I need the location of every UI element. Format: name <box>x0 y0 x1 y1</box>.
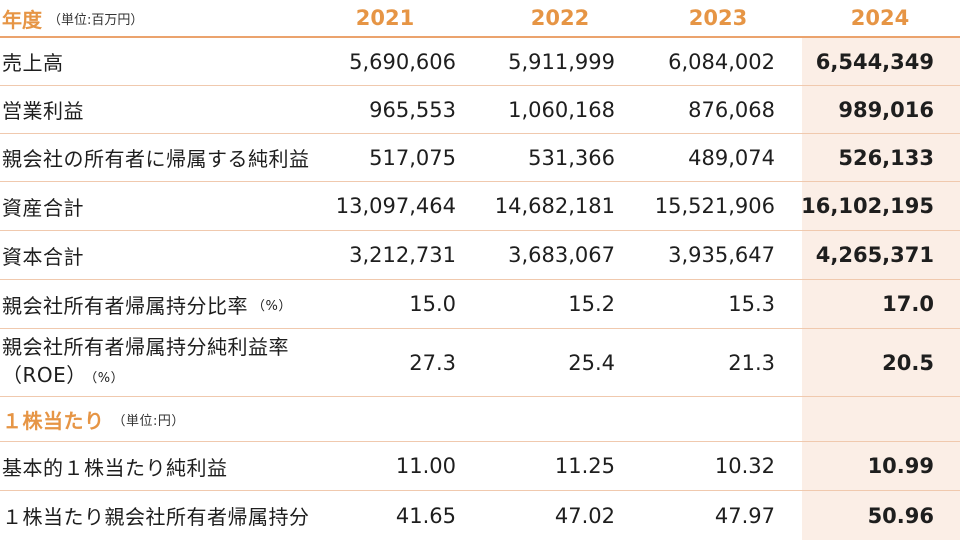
cell-2021: 517,075 <box>369 145 456 170</box>
cell-2023: 6,084,002 <box>668 49 775 74</box>
row-label: 資本合計 <box>2 244 84 269</box>
cell-2024: 4,265,371 <box>815 243 934 267</box>
cell-2023: 489,074 <box>688 145 775 170</box>
table-row: 親会社所有者帰属持分比率 （%） 15.0 15.2 15.3 17.0 <box>0 280 960 329</box>
row-label: 基本的１株当たり純利益 <box>2 455 228 480</box>
row-label: 資産合計 <box>2 195 84 220</box>
row-label-line2: （ROE） <box>2 362 87 387</box>
section-header: １株当たり （単位:円） <box>0 397 960 442</box>
cell-2022: 25.4 <box>568 350 615 375</box>
cell-2023: 3,935,647 <box>668 243 775 267</box>
latest-year-highlight <box>802 38 960 540</box>
cell-2024: 17.0 <box>882 292 934 316</box>
cell-2024: 526,133 <box>838 145 934 170</box>
cell-2021: 3,212,731 <box>349 243 456 267</box>
table-row: 資本合計 3,212,731 3,683,067 3,935,647 4,265… <box>0 231 960 280</box>
table-row: 資産合計 13,097,464 14,682,181 15,521,906 16… <box>0 182 960 231</box>
header-year-2024: 2024 <box>850 6 910 30</box>
cell-2023: 47.97 <box>714 503 775 528</box>
cell-2021: 965,553 <box>369 97 456 122</box>
header-year-2023: 2023 <box>688 6 748 30</box>
header-year-2022: 2022 <box>530 6 590 30</box>
cell-2022: 47.02 <box>554 503 615 528</box>
cell-2022: 11.25 <box>554 454 615 478</box>
cell-2024: 10.99 <box>867 454 934 478</box>
header-year-2021: 2021 <box>355 6 415 30</box>
row-label: 親会社の所有者に帰属する純利益 <box>2 147 310 171</box>
cell-2021: 13,097,464 <box>335 194 456 218</box>
section-title: １株当たり （単位:円） <box>2 408 185 433</box>
cell-2023: 10.32 <box>714 454 775 478</box>
cell-2022: 3,683,067 <box>508 243 615 267</box>
cell-2021: 5,690,606 <box>349 49 456 74</box>
row-label: 親会社所有者帰属持分純利益率 （ROE） （%） <box>2 329 289 396</box>
cell-2023: 15.3 <box>728 292 775 316</box>
cell-2024: 6,544,349 <box>815 49 934 74</box>
row-label: 営業利益 <box>2 99 84 123</box>
cell-2023: 15,521,906 <box>654 194 775 218</box>
cell-2022: 531,366 <box>528 145 615 170</box>
cell-2021: 41.65 <box>395 503 456 528</box>
header-unit-note: （単位:百万円） <box>48 12 144 28</box>
cell-2022: 5,911,999 <box>508 49 615 74</box>
cell-2022: 14,682,181 <box>494 194 615 218</box>
cell-2022: 1,060,168 <box>508 97 615 122</box>
table-row: 親会社所有者帰属持分純利益率 （ROE） （%） 27.3 25.4 21.3 2… <box>0 329 960 397</box>
cell-2024: 50.96 <box>867 503 934 528</box>
cell-2024: 16,102,195 <box>801 194 934 218</box>
cell-2023: 876,068 <box>688 97 775 122</box>
row-label-line1: 親会社所有者帰属持分純利益率 <box>2 334 289 359</box>
table-row: 売上高 5,690,606 5,911,999 6,084,002 6,544,… <box>0 38 960 86</box>
cell-2021: 27.3 <box>409 350 456 375</box>
table-row: 営業利益 965,553 1,060,168 876,068 989,016 <box>0 86 960 134</box>
row-label: 売上高 <box>2 51 64 75</box>
table-row: 親会社の所有者に帰属する純利益 517,075 531,366 489,074 … <box>0 134 960 182</box>
table-row: 基本的１株当たり純利益 11.00 11.25 10.32 10.99 <box>0 442 960 491</box>
table-row: １株当たり親会社所有者帰属持分 41.65 47.02 47.97 50.96 <box>0 491 960 540</box>
row-label: 親会社所有者帰属持分比率 （%） <box>2 293 292 318</box>
row-label: １株当たり親会社所有者帰属持分 <box>2 505 310 529</box>
cell-2024: 20.5 <box>882 350 934 375</box>
row-unit-note: （%） <box>90 370 125 386</box>
cell-2023: 21.3 <box>728 350 775 375</box>
cell-2021: 11.00 <box>395 454 456 478</box>
cell-2022: 15.2 <box>568 292 615 316</box>
section-unit-note: （単位:円） <box>112 413 185 429</box>
table-header: 年度 （単位:百万円） 2021 2022 2023 2024 <box>0 0 960 38</box>
cell-2021: 15.0 <box>409 292 456 316</box>
header-title: 年度 （単位:百万円） <box>2 7 144 32</box>
row-unit-note: （%） <box>252 298 292 314</box>
cell-2024: 989,016 <box>838 97 934 122</box>
